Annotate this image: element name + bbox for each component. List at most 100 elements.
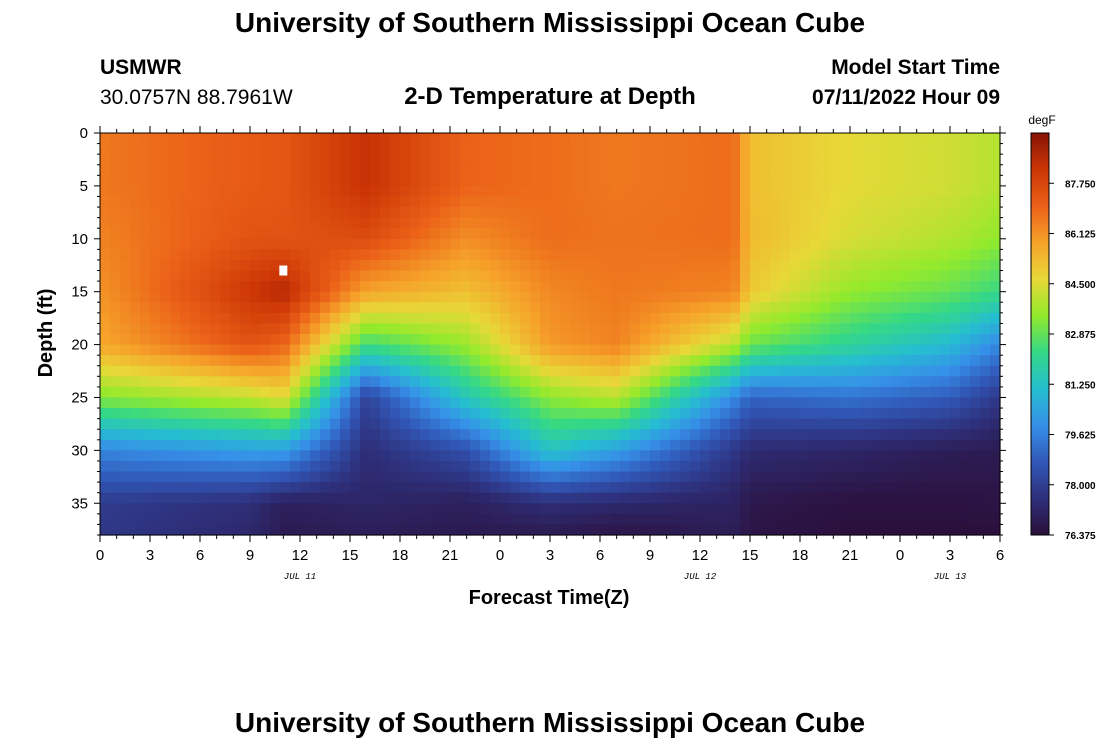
heatmap-cell [960, 143, 971, 155]
heatmap-cell [580, 471, 591, 483]
heatmap-cell [700, 143, 711, 155]
heatmap-cell [230, 185, 241, 198]
heatmap-cell [150, 397, 161, 409]
heatmap-cell [810, 312, 821, 325]
heatmap-cell [420, 259, 431, 272]
heatmap-cell [180, 302, 191, 314]
heatmap-cell [410, 291, 421, 303]
heatmap-cell [630, 460, 641, 473]
heatmap-cell [380, 175, 391, 187]
heatmap-cell [160, 429, 171, 441]
heatmap-cell [630, 259, 641, 272]
heatmap-cell [820, 513, 831, 526]
heatmap-cell [930, 291, 941, 303]
heatmap-cell [680, 217, 691, 229]
heatmap-cell [530, 196, 541, 208]
heatmap-cell [860, 196, 871, 208]
colorbar-tick-label: 86.125 [1065, 230, 1096, 241]
heatmap-cell [400, 196, 411, 208]
heatmap-cell [700, 270, 711, 282]
heatmap-cell [990, 238, 1001, 250]
heatmap-cell [580, 185, 591, 198]
heatmap-cell [330, 217, 341, 229]
heatmap-cell [280, 154, 291, 166]
heatmap-cell [910, 344, 921, 356]
heatmap-cell [350, 154, 361, 166]
heatmap-cell [710, 143, 721, 155]
heatmap-cell [970, 365, 981, 377]
heatmap-cell [570, 524, 581, 536]
heatmap-cell [920, 302, 931, 314]
heatmap-cell [830, 238, 841, 250]
heatmap-cell [500, 524, 511, 536]
heatmap-cell [870, 323, 881, 335]
heatmap-cell [990, 270, 1001, 282]
heatmap-cell [110, 238, 121, 250]
heatmap-cell [650, 524, 661, 536]
heatmap-cell [590, 143, 601, 155]
heatmap-cell [200, 302, 211, 314]
heatmap-cell [330, 196, 341, 208]
heatmap-cell [170, 397, 181, 409]
heatmap-cell [500, 492, 511, 504]
heatmap-cell [400, 408, 411, 420]
heatmap-cell [280, 376, 291, 388]
heatmap-cell [790, 450, 801, 462]
heatmap-cell [510, 228, 521, 240]
heatmap-cell [350, 386, 361, 399]
heatmap-cell [790, 185, 801, 198]
heatmap-cell [220, 238, 231, 250]
heatmap-cell [240, 164, 251, 176]
heatmap-cell [590, 259, 601, 272]
heatmap-cell [180, 185, 191, 198]
heatmap-cell [700, 376, 711, 388]
heatmap-cell [620, 482, 631, 494]
heatmap-cell [400, 365, 411, 377]
heatmap-cell [840, 291, 851, 303]
heatmap-cell [120, 175, 131, 187]
heatmap-cell [190, 408, 201, 420]
heatmap-cell [490, 429, 501, 441]
heatmap-cell [700, 482, 711, 494]
heatmap-cell [290, 365, 301, 377]
heatmap-cell [110, 270, 121, 282]
heatmap-cell [270, 524, 281, 536]
heatmap-cell [160, 228, 171, 240]
heatmap-cell [790, 302, 801, 314]
heatmap-cell [690, 513, 701, 526]
heatmap-cell [360, 291, 371, 303]
heatmap-cell [550, 312, 561, 325]
heatmap-cell [480, 334, 491, 346]
heatmap-cell [330, 376, 341, 388]
colorbar-tick-label: 82.875 [1065, 330, 1096, 341]
heatmap-cell [650, 154, 661, 166]
heatmap-cell [470, 513, 481, 526]
heatmap-cell [960, 259, 971, 272]
heatmap-cell [950, 355, 961, 367]
heatmap-cell [110, 302, 121, 314]
heatmap-cell [460, 492, 471, 504]
heatmap-cell [640, 302, 651, 314]
heatmap-cell [430, 312, 441, 325]
heatmap-cell [600, 524, 611, 536]
heatmap-cell [180, 386, 191, 399]
heatmap-cell [380, 133, 391, 145]
heatmap-cell [160, 291, 171, 303]
heatmap-cell [280, 312, 291, 325]
heatmap-cell [600, 503, 611, 515]
heatmap-cell [160, 154, 171, 166]
heatmap-cell [710, 270, 721, 282]
heatmap-cell [730, 450, 741, 462]
heatmap-cell [900, 291, 911, 303]
heatmap-cell [120, 323, 131, 335]
heatmap-cell [100, 355, 111, 367]
heatmap-cell [450, 492, 461, 504]
heatmap-cell [110, 439, 121, 451]
heatmap-cell [670, 429, 681, 441]
heatmap-cell [510, 312, 521, 325]
heatmap-cell [490, 524, 501, 536]
heatmap-cell [140, 217, 151, 229]
heatmap-cell [680, 281, 691, 293]
heatmap-cell [340, 524, 351, 536]
heatmap-cell [120, 217, 131, 229]
